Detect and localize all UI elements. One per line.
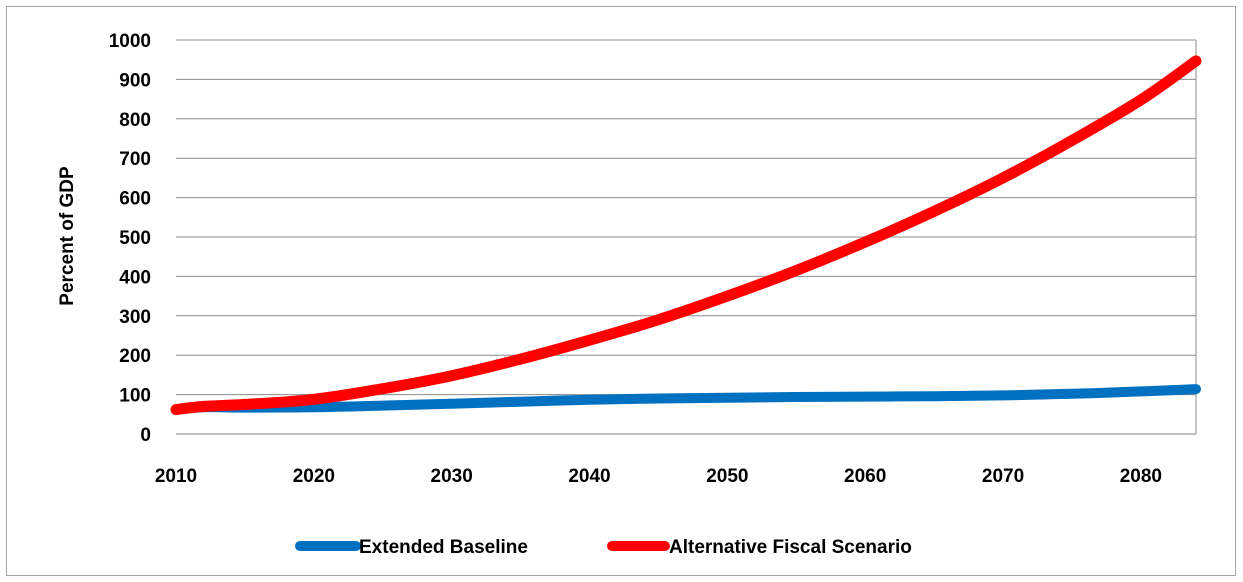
y-tick-label: 0 xyxy=(140,425,151,446)
y-tick-label: 100 xyxy=(119,386,151,407)
legend-item: Extended Baseline xyxy=(295,537,528,558)
x-tick-label: 2050 xyxy=(706,466,748,487)
y-tick-label: 800 xyxy=(119,110,151,131)
legend-label: Alternative Fiscal Scenario xyxy=(669,537,912,558)
grid-lines xyxy=(176,39,1197,435)
y-tick-label: 400 xyxy=(119,267,151,288)
y-tick-label: 900 xyxy=(119,70,151,91)
x-tick-label: 2070 xyxy=(982,466,1024,487)
y-tick-label: 700 xyxy=(119,149,151,170)
y-tick-label: 300 xyxy=(119,307,151,328)
x-tick-label: 2040 xyxy=(568,466,610,487)
y-tick-label: 500 xyxy=(119,228,151,249)
legend-label: Extended Baseline xyxy=(359,537,528,558)
chart-frame xyxy=(6,6,1236,576)
x-tick-label: 2060 xyxy=(844,466,886,487)
x-tick-label: 2010 xyxy=(155,466,197,487)
y-axis-title: Percent of GDP xyxy=(57,166,78,306)
series-line-alternative-fiscal-scenario xyxy=(170,55,1202,416)
x-axis-ticks: 2010 2020 2030 2040 2050 2060 2070 2080 xyxy=(155,466,1162,487)
legend-item: Alternative Fiscal Scenario xyxy=(607,537,912,558)
y-tick-label: 1000 xyxy=(109,31,151,52)
x-tick-label: 2080 xyxy=(1120,466,1162,487)
y-tick-label: 200 xyxy=(119,346,151,367)
y-axis-ticks: 0 100 200 300 400 500 600 700 800 900 1000 xyxy=(109,31,151,446)
x-tick-label: 2030 xyxy=(431,466,473,487)
series-line-extended-baseline xyxy=(171,384,1201,415)
x-tick-label: 2020 xyxy=(293,466,335,487)
series-lines xyxy=(170,55,1202,416)
legend: Extended Baseline Alternative Fiscal Scen… xyxy=(295,537,912,558)
y-tick-label: 600 xyxy=(119,189,151,210)
